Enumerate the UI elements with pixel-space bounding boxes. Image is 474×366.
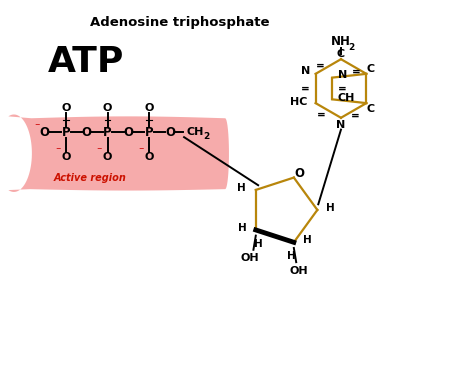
Text: H: H bbox=[287, 251, 296, 261]
Text: ⁻: ⁻ bbox=[55, 146, 61, 156]
Text: N: N bbox=[338, 70, 347, 80]
Text: =: = bbox=[301, 83, 310, 93]
Text: H: H bbox=[254, 239, 263, 249]
Text: O: O bbox=[165, 126, 175, 139]
Text: Active region: Active region bbox=[54, 173, 127, 183]
Text: O: O bbox=[145, 152, 154, 162]
Text: O: O bbox=[82, 126, 91, 139]
Text: HC: HC bbox=[291, 97, 308, 107]
Text: O: O bbox=[61, 103, 71, 113]
Text: O: O bbox=[294, 167, 304, 180]
Text: O: O bbox=[39, 126, 49, 139]
Text: C: C bbox=[337, 49, 345, 59]
Text: NH: NH bbox=[331, 35, 351, 48]
Text: 2: 2 bbox=[203, 132, 209, 141]
Text: N: N bbox=[301, 67, 310, 76]
Text: O: O bbox=[145, 103, 154, 113]
Text: P: P bbox=[62, 126, 70, 139]
Polygon shape bbox=[9, 115, 229, 192]
Text: CH: CH bbox=[187, 127, 204, 137]
Text: H: H bbox=[303, 235, 311, 245]
Text: H: H bbox=[238, 223, 247, 232]
Text: P: P bbox=[103, 126, 112, 139]
Text: ⁻: ⁻ bbox=[34, 122, 39, 132]
Text: 2: 2 bbox=[348, 43, 355, 52]
Text: =: = bbox=[315, 60, 324, 71]
Text: O: O bbox=[61, 152, 71, 162]
Text: C: C bbox=[366, 64, 374, 74]
Text: OH: OH bbox=[241, 253, 259, 263]
Text: ATP: ATP bbox=[47, 45, 124, 79]
Text: CH: CH bbox=[338, 93, 355, 104]
Text: ⁻: ⁻ bbox=[97, 146, 102, 156]
Text: P: P bbox=[145, 126, 154, 139]
Text: O: O bbox=[103, 103, 112, 113]
Text: C: C bbox=[366, 104, 374, 114]
Text: =: = bbox=[351, 111, 360, 121]
Text: =: = bbox=[317, 109, 326, 119]
Text: H: H bbox=[237, 183, 246, 193]
Text: H: H bbox=[326, 202, 335, 213]
Text: =: = bbox=[352, 67, 360, 77]
Text: =: = bbox=[338, 83, 347, 93]
Text: O: O bbox=[123, 126, 133, 139]
Text: O: O bbox=[103, 152, 112, 162]
Text: Adenosine triphosphate: Adenosine triphosphate bbox=[91, 16, 270, 29]
Text: ⁻: ⁻ bbox=[138, 146, 144, 156]
Text: OH: OH bbox=[289, 266, 308, 276]
Text: N: N bbox=[337, 120, 346, 130]
